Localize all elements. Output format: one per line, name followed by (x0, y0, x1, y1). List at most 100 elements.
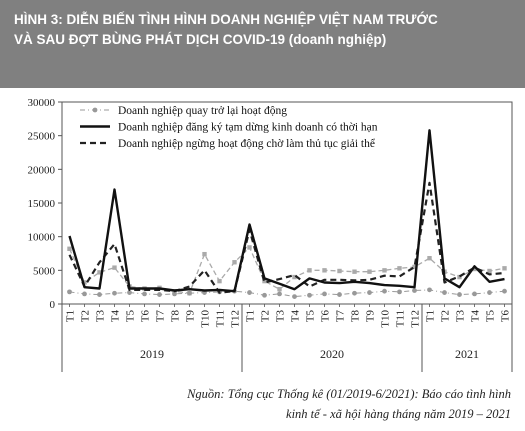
y-tick-label: 20000 (28, 164, 56, 176)
source-note: Nguồn: Tổng cục Thống kê (01/2019-6/2021… (11, 384, 511, 424)
legend-label: Doanh nghiệp quay trở lại hoạt động (118, 105, 287, 117)
x-tick-label: T8 (170, 310, 182, 323)
y-tick-label: 30000 (28, 97, 56, 109)
x-tick-label: T1 (65, 310, 77, 322)
x-tick-label: T1 (425, 310, 437, 322)
source-line-2: kinh tế - xã hội hàng tháng năm 2019 – 2… (286, 407, 511, 421)
data-point (487, 290, 492, 295)
data-point (157, 292, 162, 297)
x-tick-label: T1 (245, 310, 257, 322)
data-point (472, 291, 477, 297)
data-point (412, 264, 417, 270)
data-point (397, 266, 402, 271)
x-tick-label: T7 (155, 310, 167, 323)
data-point (262, 278, 267, 284)
x-tick-label: T7 (335, 310, 347, 323)
x-tick-label: T2 (260, 310, 272, 322)
x-tick-label: T11 (215, 310, 227, 327)
x-tick-label: T5 (305, 310, 317, 323)
data-point (457, 292, 462, 297)
data-point (82, 291, 87, 297)
data-point (277, 291, 282, 297)
source-line-1: Nguồn: Tổng cục Thống kê (01/2019-6/2021… (187, 387, 511, 401)
y-tick-label: 25000 (28, 131, 56, 143)
x-tick-label: T5 (485, 310, 497, 323)
series-line (68, 181, 505, 294)
data-point (217, 278, 222, 284)
data-point (127, 290, 132, 295)
data-point (262, 292, 267, 298)
data-point (472, 266, 477, 272)
data-point (67, 246, 72, 251)
series-line (68, 129, 505, 293)
data-point (352, 290, 357, 296)
y-tick-label: 0 (50, 299, 56, 311)
data-point (277, 286, 282, 292)
x-tick-label: T2 (440, 310, 452, 322)
data-point (427, 287, 432, 293)
data-point (82, 280, 87, 285)
x-tick-label: T8 (350, 310, 362, 323)
data-point (397, 289, 402, 295)
x-tick-label: T10 (200, 310, 212, 328)
x-tick-label: T9 (365, 310, 377, 323)
x-tick-label: T6 (140, 310, 152, 323)
data-point (502, 288, 507, 294)
x-tick-label: T9 (185, 310, 197, 323)
data-point (322, 291, 327, 297)
x-tick-label: T3 (455, 310, 467, 323)
data-point (202, 251, 207, 257)
x-tick-label: T11 (395, 310, 407, 327)
data-point (247, 245, 252, 250)
year-group-label: 2019 (140, 347, 164, 361)
data-point (382, 288, 387, 294)
data-point (487, 268, 492, 274)
data-point (292, 294, 297, 299)
x-tick-label: T10 (380, 310, 392, 328)
chart-container: 0 5000 10000 15000 20000 25000 30000 T1 T2 T3 T4 T5… (0, 92, 525, 372)
data-point (172, 291, 177, 297)
legend-marker (92, 107, 98, 113)
x-tick-label: T3 (95, 310, 107, 323)
data-point (502, 266, 507, 271)
data-point (247, 290, 252, 295)
data-point (97, 292, 102, 297)
data-point (112, 290, 117, 296)
data-point (307, 268, 312, 273)
data-point (337, 268, 342, 274)
year-group-label: 2020 (320, 347, 344, 361)
x-tick-label: T12 (410, 310, 422, 328)
x-tick-label: T6 (500, 310, 512, 323)
x-tick-label: T4 (110, 310, 122, 323)
x-tick-label: T2 (80, 310, 92, 322)
y-tick-label: 15000 (28, 198, 56, 210)
figure-header: HÌNH 3: DIỄN BIẾN TÌNH HÌNH DOANH NGHIỆP… (0, 0, 525, 88)
data-point (367, 269, 372, 274)
data-point (112, 265, 117, 270)
data-point (427, 256, 432, 261)
x-tick-label: T5 (125, 310, 137, 323)
x-tick-label: T4 (470, 310, 482, 323)
y-tick-label: 10000 (28, 232, 56, 244)
data-point (457, 274, 462, 280)
series-line (69, 289, 505, 298)
legend-label: Doanh nghiệp ngừng hoạt động chờ làm thủ… (118, 137, 376, 150)
data-point (142, 291, 147, 297)
y-tick-label: 5000 (33, 265, 56, 277)
data-point (187, 290, 192, 296)
x-tick-label: T12 (230, 310, 242, 328)
data-point (337, 292, 342, 297)
data-point (412, 288, 417, 293)
data-point (307, 292, 312, 298)
data-point (442, 290, 447, 295)
data-point (322, 268, 327, 273)
data-point (97, 270, 102, 275)
data-point (367, 290, 372, 295)
data-point (352, 269, 357, 274)
data-point (232, 260, 237, 265)
x-tick-label: T6 (320, 310, 332, 323)
legend-label: Doanh nghiệp đăng ký tạm dừng kinh doanh… (118, 122, 378, 134)
figure-title-line-2: VÀ SAU ĐỢT BÙNG PHÁT DỊCH COVID-19 (doan… (14, 32, 387, 47)
figure-title-line-1: HÌNH 3: DIỄN BIẾN TÌNH HÌNH DOANH NGHIỆP… (14, 12, 438, 27)
